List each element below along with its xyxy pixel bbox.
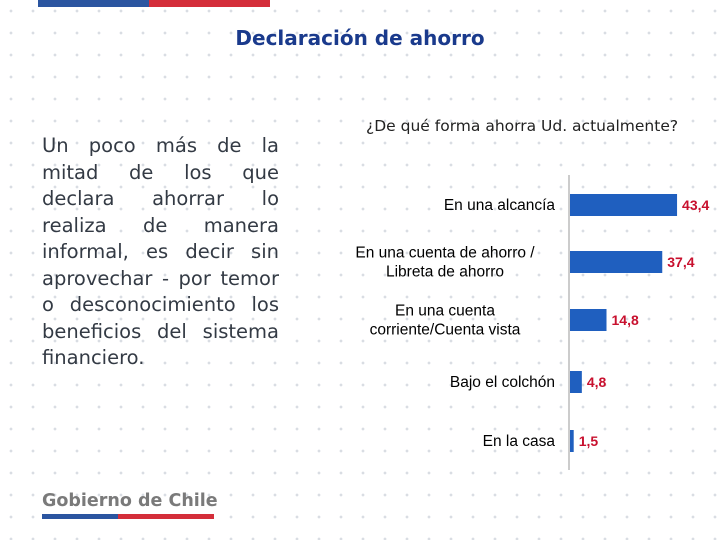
category-label-line: En la casa bbox=[483, 433, 556, 450]
footer-flag-bar-red bbox=[117, 514, 214, 519]
data-label: 14,8 bbox=[612, 312, 639, 328]
gobierno-de-chile-logo: Gobierno de Chile bbox=[42, 491, 218, 511]
category-label-line: En una cuenta bbox=[395, 303, 495, 320]
bar bbox=[570, 194, 678, 216]
category-label: En una cuenta de ahorro / Libreta de ahor… bbox=[355, 245, 535, 281]
data-label: 37,4 bbox=[667, 254, 694, 270]
category-label-line: Bajo el colchón bbox=[450, 374, 555, 391]
body-paragraph: Un poco más de la mitad de los que decla… bbox=[42, 134, 279, 369]
top-flag-bar-red bbox=[149, 0, 270, 7]
footer-flag-bar-blue bbox=[42, 514, 118, 519]
top-flag-bar-blue bbox=[38, 0, 150, 7]
data-label: 43,4 bbox=[682, 197, 709, 213]
bar bbox=[570, 371, 582, 393]
category-label: En la casa bbox=[483, 433, 556, 450]
bar bbox=[570, 309, 607, 331]
chart-title: ¿De qué forma ahorra Ud. actualmente? bbox=[366, 117, 679, 135]
category-label-line: Libreta de ahorro bbox=[386, 264, 504, 281]
top-flag-bar bbox=[38, 0, 270, 7]
data-label: 1,5 bbox=[579, 433, 599, 449]
category-label-line: En una alcancía bbox=[444, 197, 556, 214]
category-label-line: En una cuenta de ahorro / bbox=[355, 245, 535, 262]
data-label: 4,8 bbox=[587, 374, 607, 390]
page-title: Declaración de ahorro bbox=[235, 26, 485, 50]
footer-flag-bar bbox=[42, 514, 214, 519]
category-label: En una cuenta corriente/Cuenta vista bbox=[370, 303, 521, 339]
bar bbox=[570, 430, 574, 452]
category-label: Bajo el colchón bbox=[450, 374, 555, 391]
category-label-line: corriente/Cuenta vista bbox=[370, 322, 521, 339]
category-label: En una alcancía bbox=[444, 197, 556, 214]
bar bbox=[570, 251, 663, 273]
